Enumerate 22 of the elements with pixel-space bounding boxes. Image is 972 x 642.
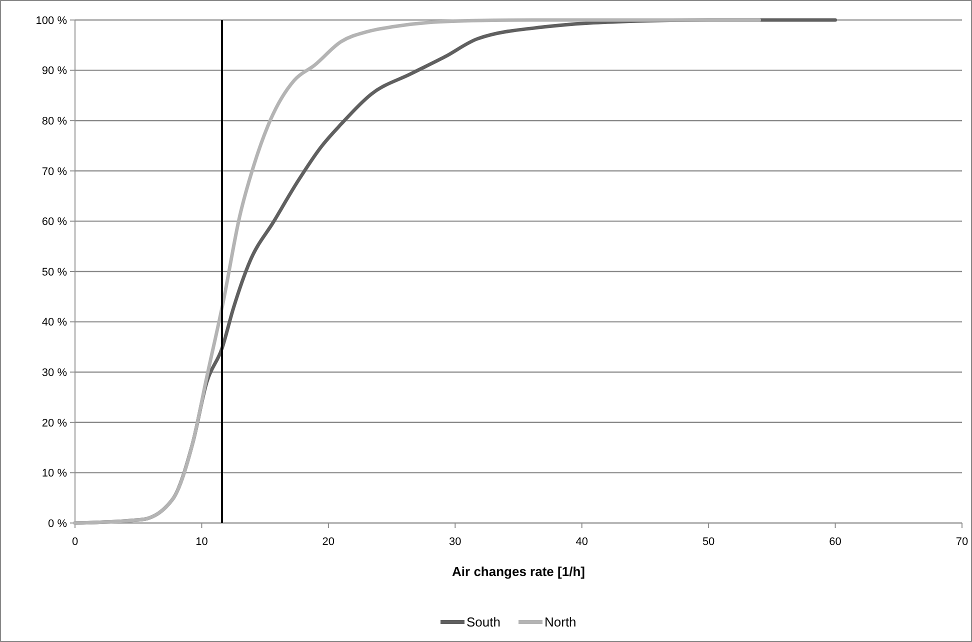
y-tick-label: 0 %: [48, 518, 68, 530]
y-tick-label: 50 %: [42, 266, 68, 278]
y-tick-label: 80 %: [42, 115, 68, 128]
x-tick-label: 70: [956, 536, 968, 548]
x-tick-label: 30: [449, 536, 462, 548]
x-tick-label: 20: [322, 536, 335, 548]
y-tick-label: 40 %: [42, 316, 68, 329]
x-tick-label: 50: [702, 536, 715, 548]
x-tick-label: 60: [829, 536, 842, 548]
x-tick-label: 40: [576, 536, 588, 548]
y-tick-label: 60 %: [42, 216, 68, 228]
y-tick-label: 70 %: [42, 166, 68, 178]
legend-label: South: [466, 614, 500, 630]
y-tick-label: 100 %: [36, 14, 68, 27]
y-tick-label: 10 %: [42, 468, 68, 480]
y-tick-label: 20 %: [42, 417, 68, 430]
x-axis-title: Air changes rate [1/h]: [452, 564, 585, 579]
x-tick-label: 0: [72, 536, 78, 548]
legend-label: North: [544, 614, 576, 630]
y-tick-label: 90 %: [42, 65, 68, 78]
y-tick-label: 30 %: [42, 366, 68, 379]
x-tick-label: 10: [196, 536, 208, 548]
